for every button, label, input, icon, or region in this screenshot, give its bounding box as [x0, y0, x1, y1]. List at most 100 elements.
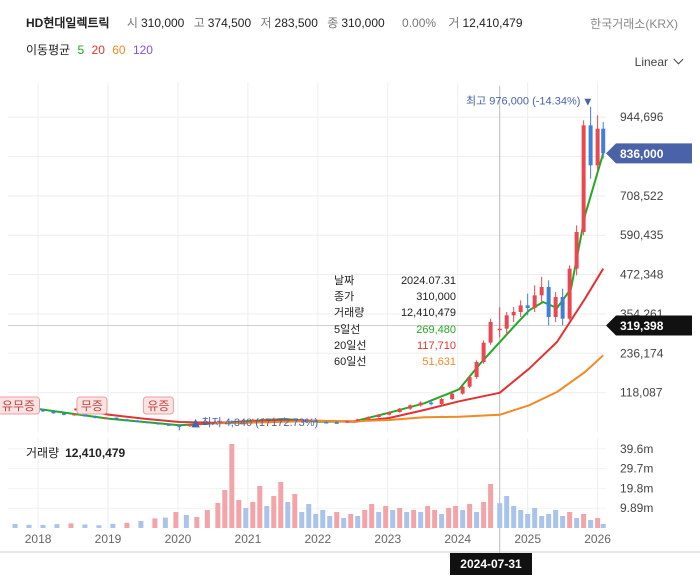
volume-bar	[26, 524, 32, 528]
tooltip-value: 310,000	[416, 291, 456, 304]
ma-legend-60[interactable]: 60	[112, 43, 126, 57]
ma-legend-20[interactable]: 20	[91, 43, 105, 57]
x-tick-label: 2021	[235, 532, 262, 546]
candle-body	[581, 125, 586, 232]
y-tick-label: 236,174	[620, 346, 664, 360]
candle-body	[93, 416, 98, 418]
x-tick-label: 2024	[444, 532, 471, 546]
volume-bar	[183, 515, 189, 528]
tooltip-label: 20일선	[334, 339, 367, 352]
x-tick-label: 2025	[514, 532, 541, 546]
candle-body	[324, 422, 329, 424]
volume-bar	[173, 512, 179, 528]
volume-bar	[595, 518, 601, 528]
volume-bar	[162, 517, 168, 528]
volume-bar	[425, 506, 431, 528]
candle-body	[397, 408, 402, 412]
candle-body	[532, 295, 537, 308]
candle-body	[114, 417, 119, 420]
candle-body	[474, 362, 479, 377]
candle-body	[366, 417, 371, 420]
open-label: 시	[126, 16, 138, 30]
volume-bar	[236, 500, 242, 528]
volume-bar	[488, 484, 494, 528]
min-marker-label: 최저 4,840 (17172.73%)	[201, 416, 318, 429]
candle-body	[51, 411, 56, 414]
tooltip-label: 종가	[334, 291, 355, 304]
candle-body	[261, 419, 266, 421]
x-tick-label: 2026	[584, 532, 611, 546]
candle-body	[219, 421, 224, 424]
current-price-tag	[606, 143, 692, 164]
crosshair-date-box: 2024-07-31	[450, 553, 532, 575]
candle-body	[511, 312, 516, 316]
volume-bar	[12, 524, 18, 528]
candle-body	[124, 419, 129, 421]
ma-legend-120[interactable]: 120	[132, 43, 153, 57]
candle-body	[187, 424, 192, 427]
volume-y-tick-label: 19.8m	[620, 481, 653, 495]
volume-bar	[453, 506, 459, 528]
ma-legend: 이동평균 5 20 60 120	[26, 41, 153, 58]
y-tick-label: 590,435	[620, 228, 664, 242]
volume-bar	[82, 524, 88, 528]
candle-body	[450, 393, 455, 399]
volume-bar	[574, 518, 580, 528]
crosshair-price-tag	[606, 315, 692, 336]
tooltip-value: 12,410,479	[400, 307, 456, 320]
volume-bar	[518, 510, 524, 528]
candle-body	[229, 421, 234, 424]
exchange-label: 한국거래소(KRX)	[590, 17, 678, 31]
volume-bar	[553, 510, 559, 528]
volume-bar	[306, 504, 312, 528]
stock-header: HD현대일렉트릭 시 310,000 고 374,500 저 283,500 종 310…	[26, 14, 523, 31]
candle-body	[166, 424, 171, 426]
change-value: 0.00%	[402, 16, 437, 30]
ma-legend-title: 이동평균	[26, 43, 71, 57]
x-tick-label: 2022	[304, 532, 331, 546]
candle-body	[198, 423, 203, 425]
candle-body	[601, 128, 606, 154]
volume-bar	[369, 504, 375, 528]
volume-bar	[348, 514, 354, 528]
ma-line-60	[214, 354, 604, 425]
candle-body	[355, 419, 360, 421]
x-tick-label: 2023	[374, 532, 401, 546]
candle-body	[208, 422, 213, 424]
candle-body	[271, 418, 276, 421]
y-tick-label: 944,696	[620, 110, 664, 124]
volume-bar	[194, 517, 200, 528]
x-tick-label: 2019	[95, 532, 122, 546]
tooltip-value: 2024.07.31	[400, 275, 456, 287]
volume-bar	[497, 503, 503, 528]
volume-bar	[334, 512, 340, 528]
candle-body	[497, 328, 502, 331]
volume-bar	[432, 510, 438, 528]
candle-body	[345, 421, 350, 423]
volume-bar	[560, 516, 566, 528]
candle-body	[61, 413, 66, 415]
max-marker-label: 최고 976,000 (-14.34%)	[466, 95, 580, 108]
ma-legend-5[interactable]: 5	[77, 43, 85, 57]
candle-body	[387, 412, 392, 415]
scale-dropdown[interactable]: Linear	[635, 54, 684, 69]
volume-bar	[299, 512, 305, 528]
candle-body	[418, 402, 423, 406]
tooltip-label: 거래량	[334, 307, 365, 320]
low-label: 저	[260, 16, 272, 30]
candle-body	[292, 419, 297, 421]
open-value: 310,000	[140, 16, 185, 30]
candle-body	[539, 287, 544, 296]
candle-body	[488, 322, 493, 343]
tooltip-row: 5일선 269,480	[334, 322, 456, 338]
volume-bar	[320, 510, 326, 528]
volume-bar	[467, 504, 473, 528]
volume-bar	[439, 514, 445, 528]
volume-bar	[511, 506, 517, 528]
event-marker-box	[0, 396, 40, 415]
candle-body	[82, 414, 87, 417]
tooltip-row: 거래량 12,410,479	[334, 305, 456, 321]
volume-bar	[124, 522, 130, 528]
volume-panel-title: 거래량	[26, 446, 60, 460]
